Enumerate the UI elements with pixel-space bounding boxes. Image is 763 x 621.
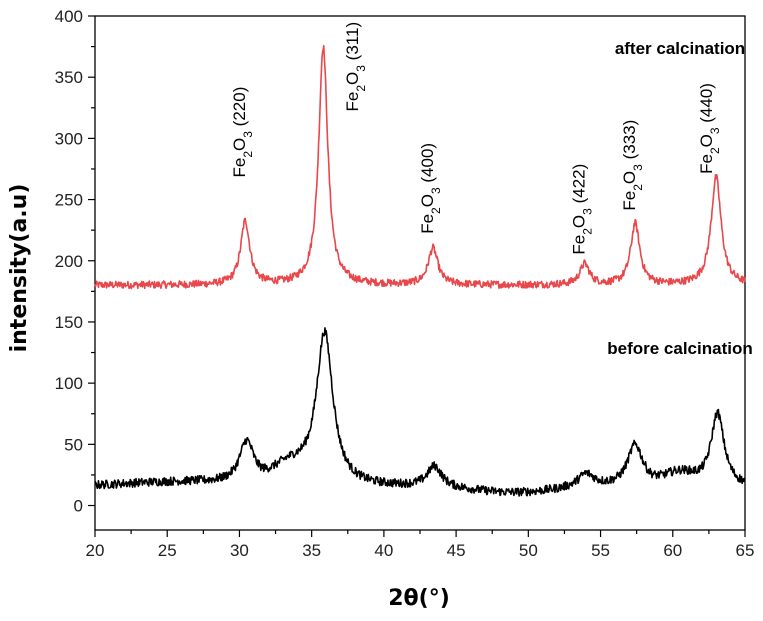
x-tick-label: 55 <box>591 541 610 560</box>
peak-annotation: Fe2O3 (440) <box>697 83 722 174</box>
y-tick-label: 100 <box>55 374 83 393</box>
x-tick-label: 35 <box>302 541 321 560</box>
series-line-after-calcination <box>94 45 746 290</box>
x-tick-label: 50 <box>519 541 538 560</box>
x-tick-label: 60 <box>663 541 682 560</box>
y-tick-label: 400 <box>55 7 83 26</box>
y-tick-label: 200 <box>55 252 83 271</box>
y-tick-label: 150 <box>55 313 83 332</box>
peak-annotation: Fe2O3 (311) <box>343 22 368 112</box>
series-label: before calcination <box>607 339 752 358</box>
x-tick-label: 20 <box>86 541 105 560</box>
x-axis-title: 2θ(°) <box>388 586 450 611</box>
axes-layer: 20 25 30 35 40 45 50 55 60 65 0 50 100 150 200 250 300 35… <box>55 7 755 560</box>
x-tick-label: 40 <box>374 541 393 560</box>
series-layer <box>94 45 746 497</box>
y-tick-label: 350 <box>55 68 83 87</box>
series-line-before-calcination <box>94 327 746 497</box>
series-label: after calcination <box>615 39 745 58</box>
x-tick-label: 45 <box>447 541 466 560</box>
peak-annotation: Fe2O3 (220) <box>230 87 255 178</box>
peak-annotation: Fe2O3 (400) <box>418 143 443 234</box>
peak-annotation: Fe2O3 (422) <box>570 164 595 255</box>
label-layer: Fe2O3 (220) Fe2O3 (311) Fe2O3 (400) Fe2O3 (… <box>230 22 753 358</box>
peak-annotation: Fe2O3 (333) <box>620 120 645 211</box>
x-tick-label: 65 <box>736 541 755 560</box>
x-tick-label: 30 <box>230 541 249 560</box>
y-tick-label: 50 <box>64 435 83 454</box>
y-tick-label: 300 <box>55 129 83 148</box>
y-axis-title: intensity(a.u) <box>7 184 32 353</box>
x-tick-label: 25 <box>158 541 177 560</box>
y-tick-label: 250 <box>55 191 83 210</box>
y-tick-label: 0 <box>74 497 83 516</box>
